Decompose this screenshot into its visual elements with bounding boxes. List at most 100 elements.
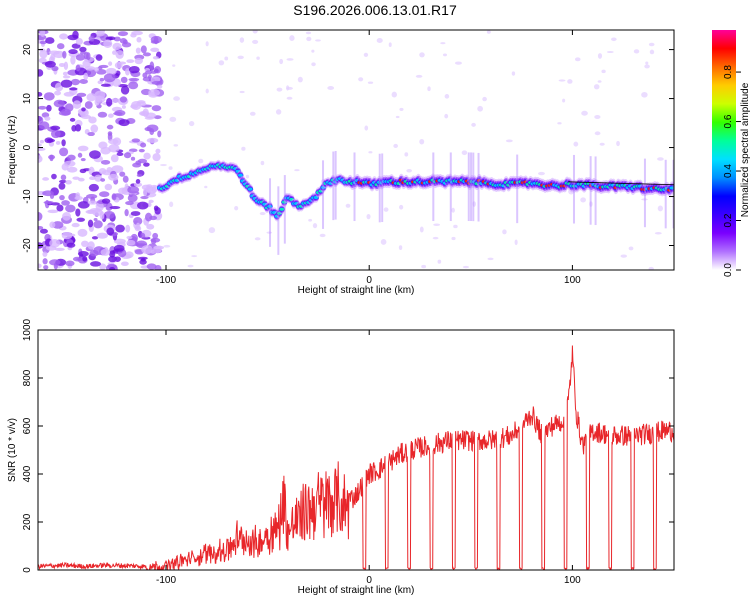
noise-blob: [58, 62, 66, 67]
noise-blob: [187, 264, 194, 268]
noise-blob: [121, 105, 126, 109]
noise-blob: [315, 39, 321, 42]
y-tick-label: 0: [22, 144, 33, 150]
snr-series-line: [38, 345, 674, 570]
noise-blob: [106, 124, 114, 130]
x-tick-label: -100: [156, 275, 176, 286]
noise-blob: [75, 38, 83, 46]
ridge-streak: [572, 154, 575, 224]
noise-blob: [421, 264, 427, 269]
noise-blob: [117, 31, 129, 37]
noise-blob: [538, 171, 545, 176]
noise-blob: [107, 36, 116, 41]
noise-blob: [398, 245, 403, 250]
noise-blob: [88, 35, 95, 42]
noise-blob: [654, 232, 662, 235]
noise-blob: [169, 201, 174, 208]
noise-blob: [38, 225, 44, 230]
noise-blob: [100, 83, 111, 87]
noise-blob: [306, 36, 312, 42]
noise-blob: [286, 58, 294, 61]
ridge-streak: [472, 152, 475, 222]
noise-blob: [38, 69, 44, 77]
noise-blob: [125, 224, 131, 233]
noise-blob: [135, 222, 141, 230]
noise-blob: [136, 36, 142, 43]
noise-blob: [312, 223, 318, 229]
noise-blob: [108, 144, 120, 153]
noise-blob: [71, 222, 80, 228]
ridge-streak: [283, 175, 286, 244]
noise-blob: [48, 50, 60, 55]
noise-blob: [130, 211, 141, 217]
noise-blob: [286, 96, 293, 100]
noise-blob: [100, 178, 106, 182]
noise-blob: [380, 239, 387, 245]
ridge-core: [279, 207, 285, 211]
ridge-streak: [594, 156, 597, 226]
noise-blob: [77, 228, 88, 237]
noise-blob: [70, 55, 76, 65]
noise-blob: [111, 165, 124, 173]
noise-blob: [254, 237, 261, 241]
noise-blob: [297, 76, 303, 83]
colorbar-label: Normalized spectral amplitude: [740, 82, 750, 217]
noise-blob: [38, 57, 47, 64]
noise-blob: [135, 47, 141, 54]
heatmap-cells: [38, 30, 674, 270]
noise-blob: [62, 71, 68, 76]
noise-blob: [150, 76, 161, 83]
noise-blob: [46, 104, 52, 112]
noise-blob: [43, 200, 54, 205]
snr-panel: -100 0 100 0 200 400 600 800 1000 Height of str…: [7, 318, 675, 596]
noise-blob: [111, 193, 117, 201]
noise-blob: [128, 65, 140, 74]
noise-blob: [59, 33, 69, 40]
noise-blob: [42, 177, 50, 181]
noise-blob: [75, 64, 81, 72]
ridge-streak: [643, 158, 646, 228]
noise-blob: [110, 154, 119, 163]
noise-blob: [440, 42, 446, 45]
noise-blob: [119, 171, 126, 177]
noise-blob: [38, 263, 42, 269]
noise-blob: [39, 40, 47, 45]
ridge-core: [247, 187, 253, 191]
noise-blob: [364, 125, 369, 131]
noise-blob: [72, 30, 79, 39]
noise-blob: [56, 204, 64, 212]
noise-blob: [657, 205, 664, 212]
noise-blob: [168, 166, 173, 170]
noise-blob: [60, 79, 73, 88]
noise-blob: [99, 77, 105, 82]
noise-blob: [63, 160, 76, 167]
noise-blob: [49, 259, 61, 266]
noise-blob: [118, 119, 130, 127]
noise-blob: [95, 202, 104, 212]
noise-blob: [60, 174, 67, 181]
noise-blob: [150, 47, 160, 53]
noise-blob: [453, 224, 458, 229]
noise-blob: [616, 140, 620, 147]
noise-blob: [55, 140, 61, 145]
noise-blob: [43, 92, 55, 101]
colorbar-ticks: 0.0 0.2 0.4 0.6 0.8: [723, 65, 741, 277]
noise-blob: [237, 55, 244, 60]
noise-blob: [38, 34, 47, 41]
noise-blob: [87, 132, 95, 137]
noise-blob: [252, 39, 259, 44]
noise-blob: [86, 93, 97, 102]
noise-blob: [106, 227, 115, 236]
noise-blob: [119, 96, 128, 103]
heatmap-x-label: Height of straight line (km): [298, 285, 415, 296]
noise-blob: [128, 77, 140, 82]
noise-blob: [404, 152, 409, 157]
noise-blob: [79, 46, 87, 53]
noise-blob: [145, 112, 157, 119]
noise-blob: [96, 232, 108, 239]
y-tick-label: 800: [22, 369, 33, 386]
noise-blob: [116, 152, 124, 157]
noise-blob: [124, 209, 129, 217]
noise-blob: [149, 128, 155, 135]
noise-blob: [93, 220, 103, 229]
